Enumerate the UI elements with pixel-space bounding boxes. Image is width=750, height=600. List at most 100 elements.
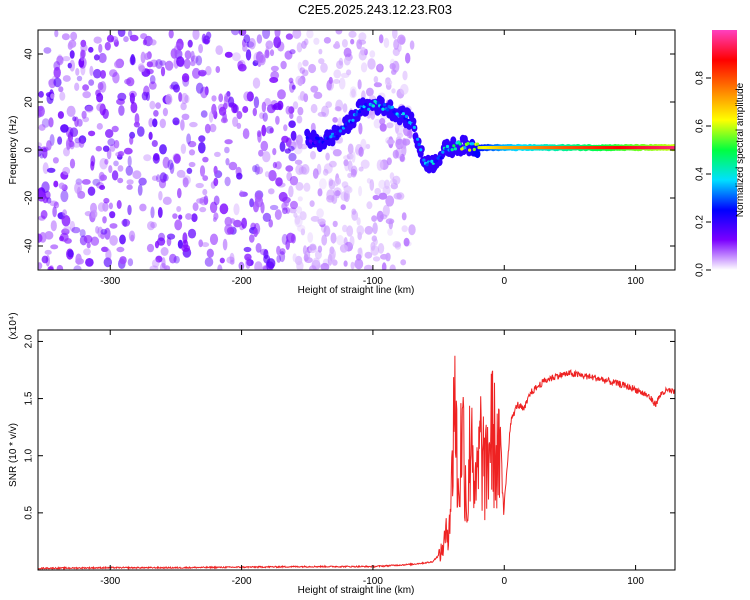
x-tick-label: -200 — [232, 276, 252, 287]
noise-blob — [64, 238, 72, 244]
noise-blob — [272, 161, 277, 169]
noise-blob — [357, 79, 362, 90]
noise-blob — [213, 212, 219, 220]
noise-blob — [79, 229, 86, 238]
noise-blob — [67, 249, 74, 258]
noise-blob — [376, 210, 384, 223]
noise-blob — [90, 236, 100, 246]
noise-blob — [119, 256, 127, 265]
noise-blob — [82, 91, 91, 99]
noise-blob — [238, 30, 247, 36]
noise-blob — [269, 127, 274, 134]
noise-blob — [80, 49, 86, 59]
signal-halo — [329, 138, 336, 147]
noise-blob — [111, 170, 119, 181]
noise-blob — [202, 35, 211, 45]
noise-blob — [312, 257, 320, 266]
noise-blob — [50, 220, 57, 232]
noise-blob — [219, 257, 225, 264]
noise-blob — [393, 39, 399, 50]
noise-blob — [121, 218, 131, 227]
noise-blob — [270, 65, 279, 72]
noise-blob — [181, 73, 190, 83]
y-tick-label: 2.0 — [24, 334, 35, 348]
noise-blob — [52, 206, 57, 218]
noise-blob — [328, 178, 334, 187]
noise-blob — [151, 259, 160, 268]
noise-blob — [123, 147, 133, 155]
noise-blob — [378, 34, 384, 44]
noise-blob — [224, 146, 230, 154]
noise-blob — [378, 179, 387, 189]
noise-blob — [219, 203, 229, 215]
noise-blob — [341, 181, 349, 189]
noise-blob — [123, 36, 129, 43]
noise-blob — [336, 235, 344, 246]
noise-blob — [269, 49, 275, 57]
y-tick-label: 0.5 — [24, 505, 35, 519]
noise-blob — [366, 201, 373, 210]
noise-blob — [241, 217, 248, 229]
signal-core — [458, 142, 462, 146]
noise-blob — [347, 143, 354, 155]
noise-blob — [351, 208, 357, 215]
noise-blob — [140, 51, 146, 64]
colorbar-tick-label: 0.8 — [695, 71, 706, 85]
snr-panel: -300 -200 -100 0 100 0.5 1.0 1.5 2.0 Height of … — [8, 312, 676, 596]
noise-blob — [303, 38, 309, 46]
signal-core — [338, 129, 342, 133]
noise-blob — [155, 59, 163, 69]
noise-blob — [176, 206, 182, 212]
noise-blob — [261, 101, 267, 113]
noise-blob — [224, 51, 233, 58]
noise-blob — [140, 33, 148, 40]
x-tick-label: -300 — [100, 276, 120, 287]
noise-blob — [102, 108, 109, 120]
noise-blob — [190, 55, 199, 64]
noise-blob — [318, 48, 323, 55]
noise-blob — [196, 198, 205, 204]
signal-core — [450, 148, 454, 152]
noise-blob — [297, 61, 303, 71]
noise-blob — [106, 34, 115, 43]
signal-core — [367, 107, 371, 111]
noise-blob — [385, 218, 395, 225]
noise-blob — [294, 159, 303, 165]
spectrogram-y-ticks: -40 -20 0 20 40 — [24, 48, 675, 253]
signal-core — [357, 110, 361, 114]
noise-blob — [71, 226, 81, 234]
noise-blob — [248, 38, 256, 50]
noise-blob — [103, 197, 110, 204]
noise-blob — [157, 237, 166, 246]
noise-blob — [201, 242, 210, 248]
noise-blob — [289, 49, 296, 55]
spectrogram-x-label: Height of straight line (km) — [298, 285, 415, 296]
noise-blob — [214, 151, 221, 157]
noise-blob — [129, 92, 135, 104]
noise-blob — [80, 39, 87, 48]
signal-core — [441, 150, 445, 154]
y-tick-label: 0 — [24, 147, 35, 153]
noise-blob — [149, 100, 156, 110]
noise-blob — [405, 52, 411, 64]
noise-blob — [172, 213, 178, 219]
noise-blob — [304, 249, 311, 261]
noise-blob — [66, 105, 76, 117]
noise-blob — [60, 124, 69, 133]
noise-blob — [275, 115, 280, 125]
noise-blob — [109, 211, 116, 219]
noise-blob — [149, 265, 159, 270]
noise-blob — [218, 106, 227, 116]
signal-halo — [408, 111, 415, 120]
noise-blob — [88, 79, 95, 86]
noise-blob — [62, 166, 71, 176]
colorbar-label: Normalized spectral amplitude — [735, 82, 746, 217]
noise-blob — [159, 262, 167, 270]
signal-core — [414, 132, 418, 136]
signal-core — [354, 113, 358, 117]
noise-blob — [379, 123, 387, 132]
noise-blob — [249, 198, 255, 208]
noise-blob — [125, 165, 133, 176]
noise-blob — [321, 234, 328, 246]
signal-core — [444, 147, 448, 151]
